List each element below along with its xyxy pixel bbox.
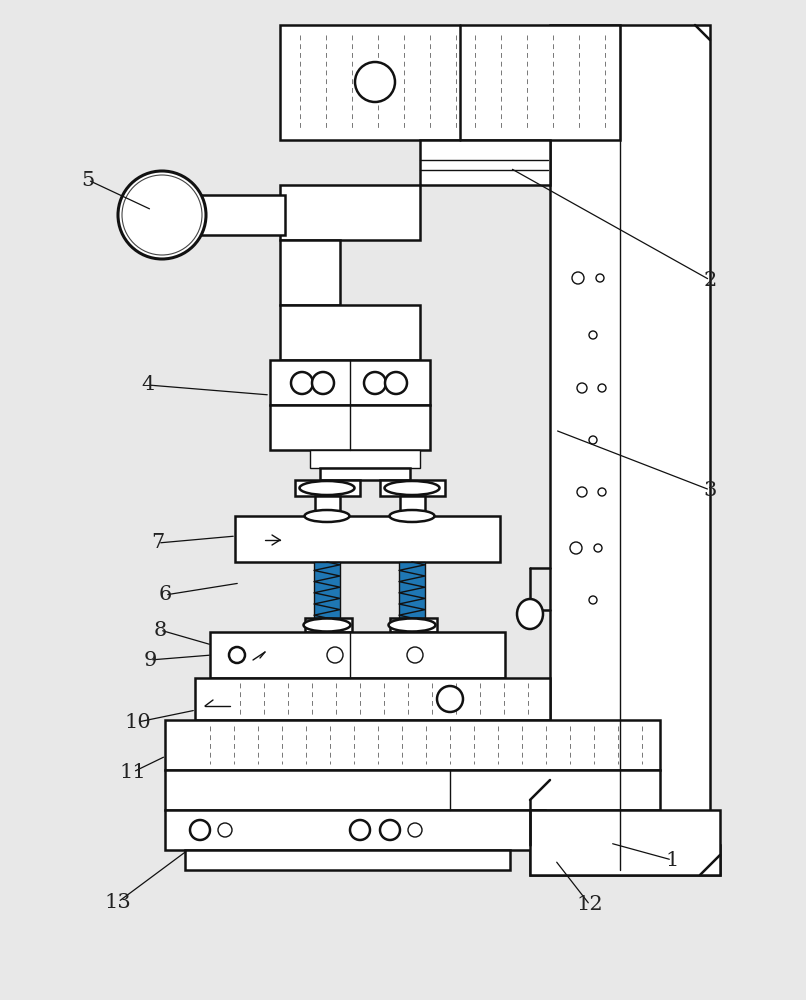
Circle shape (364, 372, 386, 394)
Bar (235, 516, 500, 562)
Circle shape (408, 823, 422, 837)
Bar (165, 810, 545, 850)
Text: 9: 9 (143, 650, 156, 670)
Ellipse shape (305, 510, 350, 522)
Text: 1: 1 (665, 850, 679, 869)
Text: 5: 5 (81, 170, 94, 190)
Text: 13: 13 (105, 892, 131, 912)
Circle shape (589, 596, 597, 604)
Text: 4: 4 (141, 375, 155, 394)
Circle shape (130, 183, 194, 247)
Circle shape (589, 331, 597, 339)
Circle shape (350, 820, 370, 840)
Circle shape (437, 686, 463, 712)
Bar (550, 25, 710, 870)
Bar (320, 468, 410, 480)
Circle shape (407, 647, 423, 663)
Circle shape (570, 542, 582, 554)
Circle shape (598, 384, 606, 392)
Bar (165, 720, 660, 770)
Text: 10: 10 (125, 712, 152, 732)
Bar (530, 845, 720, 875)
Bar (195, 678, 550, 720)
Ellipse shape (388, 618, 435, 632)
Circle shape (190, 820, 210, 840)
Circle shape (577, 383, 587, 393)
Circle shape (380, 820, 400, 840)
Bar (305, 618, 352, 632)
Bar (280, 305, 420, 360)
Circle shape (312, 372, 334, 394)
Bar (280, 240, 340, 305)
Bar (165, 770, 660, 810)
Circle shape (327, 647, 343, 663)
Bar (315, 496, 340, 516)
Bar (295, 480, 360, 496)
Circle shape (122, 175, 202, 255)
Ellipse shape (517, 599, 543, 629)
Text: 2: 2 (704, 270, 717, 290)
Ellipse shape (304, 618, 351, 632)
Bar (270, 405, 430, 450)
Bar (530, 810, 720, 875)
Text: 12: 12 (576, 896, 604, 914)
Circle shape (118, 171, 206, 259)
Text: 11: 11 (119, 762, 147, 782)
Circle shape (291, 372, 313, 394)
Bar (310, 450, 420, 468)
Bar (185, 850, 510, 870)
Bar (400, 496, 425, 516)
Text: 7: 7 (152, 534, 164, 552)
Ellipse shape (300, 481, 355, 495)
Circle shape (148, 201, 176, 229)
Circle shape (594, 544, 602, 552)
Circle shape (229, 647, 245, 663)
Circle shape (218, 823, 232, 837)
Text: 3: 3 (704, 481, 717, 499)
Circle shape (589, 436, 597, 444)
Bar (380, 480, 445, 496)
Circle shape (572, 272, 584, 284)
Ellipse shape (389, 510, 434, 522)
Circle shape (598, 488, 606, 496)
Circle shape (385, 372, 407, 394)
Text: 6: 6 (158, 585, 172, 604)
Circle shape (596, 274, 604, 282)
Circle shape (355, 62, 395, 102)
Bar (200, 195, 285, 235)
Bar (314, 562, 340, 618)
Bar (390, 618, 437, 632)
Ellipse shape (384, 481, 439, 495)
Bar (280, 185, 420, 240)
Text: 8: 8 (153, 620, 167, 640)
Circle shape (577, 487, 587, 497)
Bar (210, 632, 505, 678)
Bar (270, 360, 430, 405)
Bar (399, 562, 425, 618)
Bar (280, 25, 620, 140)
Bar (420, 140, 550, 185)
